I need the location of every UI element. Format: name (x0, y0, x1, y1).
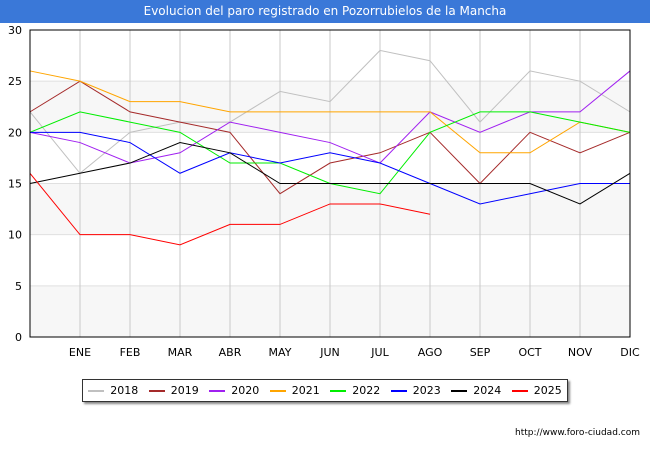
legend-item-2024: 2024 (451, 384, 501, 397)
x-tick-label: MAY (269, 346, 292, 359)
x-tick-label: JUL (370, 346, 389, 359)
legend-swatch (330, 389, 347, 392)
legend-item-2021: 2021 (269, 384, 320, 397)
legend-label: 2025 (533, 384, 562, 397)
legend-label: 2022 (352, 384, 381, 397)
legend: 2018 2019 2020 2021 2022 2023 2024 2025 (82, 379, 568, 402)
legend-swatch (390, 389, 407, 392)
legend-swatch (451, 389, 468, 392)
x-tick-label: AGO (418, 346, 443, 359)
y-tick-label: 15 (8, 178, 22, 191)
y-tick-label: 30 (8, 24, 22, 37)
line-chart: 0 5 10 15 20 25 30 ENE FEB MAR ABR MAY JUN JUL AGO SEP O… (8, 24, 640, 359)
x-tick-label: FEB (120, 346, 141, 359)
legend-item-2019: 2019 (148, 384, 199, 397)
y-tick-label: 20 (8, 126, 22, 139)
legend-item-2025: 2025 (511, 384, 562, 397)
legend-label: 2018 (110, 384, 139, 397)
x-tick-label: MAR (168, 346, 193, 359)
legend-swatch (511, 389, 528, 392)
y-tick-label: 10 (8, 229, 22, 242)
footer-url[interactable]: http://www.foro-ciudad.com (515, 428, 640, 438)
x-tick-label: NOV (568, 346, 593, 359)
legend-label: 2021 (291, 384, 320, 397)
legend-label: 2020 (231, 384, 260, 397)
x-tick-label: ABR (219, 346, 242, 359)
y-tick-label: 0 (15, 331, 22, 344)
legend-label: 2019 (170, 384, 199, 397)
y-tick-label: 5 (15, 280, 22, 293)
legend-label: 2023 (412, 384, 441, 397)
plot-border (29, 29, 631, 338)
legend-swatch (269, 389, 286, 392)
x-tick-label: ENE (69, 346, 91, 359)
legend-swatch (209, 389, 226, 392)
x-tick-label: JUN (319, 346, 340, 359)
legend-item-2020: 2020 (209, 384, 259, 397)
y-tick-label: 25 (8, 75, 22, 88)
chart-title: Evolucion del paro registrado en Pozorru… (0, 0, 650, 23)
legend-swatch (88, 389, 105, 392)
x-tick-label: DIC (620, 346, 640, 359)
legend-label: 2024 (473, 384, 502, 397)
x-tick-label: SEP (470, 346, 491, 359)
legend-swatch (148, 389, 165, 392)
legend-item-2022: 2022 (330, 384, 380, 397)
legend-item-2018: 2018 (88, 384, 138, 397)
x-tick-label: OCT (518, 346, 541, 359)
legend-item-2023: 2023 (390, 384, 441, 397)
